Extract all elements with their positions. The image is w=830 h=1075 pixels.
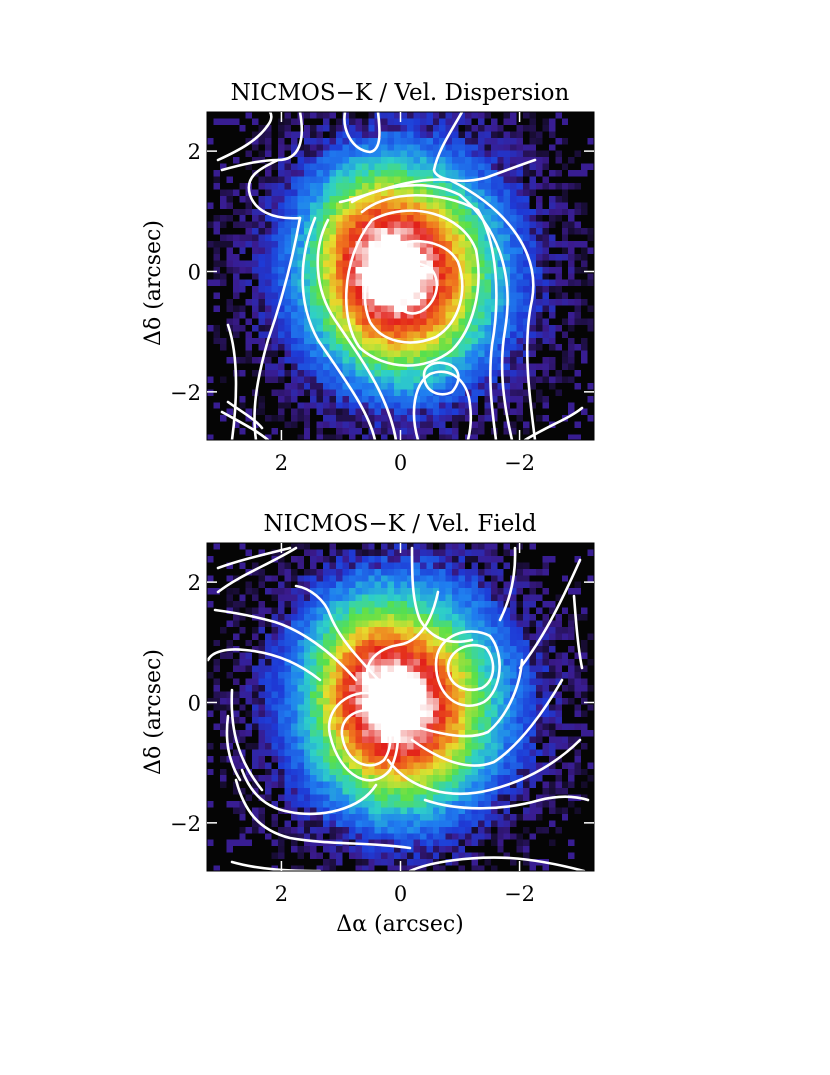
contour-line xyxy=(360,193,498,440)
contour-line xyxy=(226,400,264,430)
contour-line xyxy=(316,218,398,440)
contour-line xyxy=(225,714,242,782)
y-tick-label: 2 xyxy=(188,140,201,164)
contour-line xyxy=(365,590,440,692)
contour-line xyxy=(340,709,392,767)
velocity-field-panel: NICMOS−K / Vel. Field Δδ (arcsec) Δα (ar… xyxy=(141,511,595,937)
panel-title: NICMOS−K / Vel. Field xyxy=(264,511,537,537)
contour-line xyxy=(434,630,501,708)
contour-line xyxy=(344,209,480,367)
brightness-map xyxy=(207,543,594,871)
contour-line xyxy=(338,178,537,440)
contour-line xyxy=(518,558,582,670)
y-tick-label: 0 xyxy=(188,691,201,715)
contour-overlay xyxy=(207,546,590,871)
contour-line xyxy=(386,738,582,796)
y-tick-label: 0 xyxy=(188,260,201,284)
contour-line xyxy=(343,112,381,154)
contour-line xyxy=(393,262,439,315)
x-axis-label: Δα (arcsec) xyxy=(336,912,464,937)
contour-line xyxy=(234,778,412,850)
y-axis-label: Δδ (arcsec) xyxy=(141,649,166,775)
contour-line xyxy=(418,658,524,738)
velocity-dispersion-panel: NICMOS−K / Vel. Dispersion Δδ (arcsec) 2… xyxy=(141,80,595,475)
x-tick-label: 0 xyxy=(394,451,407,475)
contour-line xyxy=(498,546,517,622)
contour-line xyxy=(446,643,495,691)
x-tick-label: −2 xyxy=(504,882,535,906)
x-tick-label: −2 xyxy=(504,451,535,475)
contour-overlay xyxy=(216,112,584,440)
contour-line xyxy=(240,768,378,816)
x-tick-label: 2 xyxy=(275,882,288,906)
contour-line xyxy=(216,546,292,570)
contour-line xyxy=(226,323,238,440)
contour-line xyxy=(432,112,537,183)
contour-line xyxy=(327,691,400,782)
contour-line xyxy=(410,546,474,644)
contour-line xyxy=(220,112,304,172)
contour-line xyxy=(216,112,273,162)
contour-line xyxy=(523,406,584,440)
panel-title: NICMOS−K / Vel. Dispersion xyxy=(231,80,570,106)
y-tick-label: −2 xyxy=(170,812,201,836)
contour-line xyxy=(572,594,584,670)
contour-line xyxy=(220,410,270,440)
y-axis-label: Δδ (arcsec) xyxy=(141,220,166,346)
contour-line xyxy=(253,216,302,440)
contour-line xyxy=(410,678,564,767)
y-tick-label: −2 xyxy=(170,381,201,405)
contour-line xyxy=(216,546,298,594)
x-tick-label: 2 xyxy=(275,451,288,475)
contour-line xyxy=(230,688,264,792)
contour-line xyxy=(408,856,586,871)
contour-line xyxy=(412,370,473,440)
contour-line xyxy=(294,584,388,690)
contour-line xyxy=(301,216,377,440)
contour-line xyxy=(363,239,464,344)
contour-line xyxy=(422,361,460,396)
contour-line xyxy=(213,608,358,682)
y-tick-label: 2 xyxy=(188,571,201,595)
contour-line xyxy=(423,795,590,810)
x-tick-label: 0 xyxy=(394,882,407,906)
contour-line xyxy=(207,648,322,682)
contour-line xyxy=(350,183,514,440)
contour-line xyxy=(247,158,302,220)
